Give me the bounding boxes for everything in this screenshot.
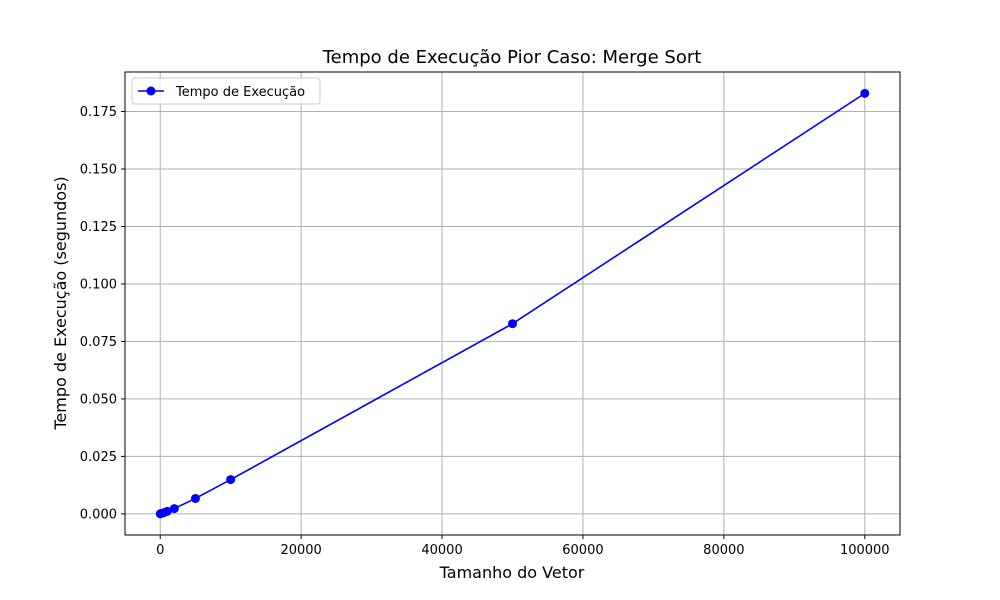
y-tick-label: 0.125	[80, 220, 117, 235]
y-tick-label: 0.075	[80, 335, 117, 350]
data-point	[508, 319, 517, 329]
series-layer	[155, 88, 870, 519]
legend-marker-icon	[146, 86, 156, 96]
x-tick-label: 40000	[421, 543, 462, 558]
x-tick-label: 0	[156, 543, 164, 558]
legend-label: Tempo de Execução	[175, 85, 305, 100]
x-tick-label: 60000	[562, 543, 603, 558]
y-tick-label: 0.025	[80, 450, 117, 465]
data-point	[162, 506, 172, 516]
y-tick-label: 0.050	[80, 392, 117, 407]
legend: Tempo de Execução	[131, 77, 321, 105]
y-tick-label: 0.000	[80, 507, 117, 522]
y-tick-label: 0.175	[80, 105, 117, 120]
data-point	[860, 88, 870, 98]
y-axis-label: Tempo de Execução (segundos)	[51, 176, 70, 430]
y-axis-ticks: 0.000 0.025 0.050 0.075 0.100 0.125 0.150 0.175	[80, 105, 125, 522]
plot-frame	[124, 71, 901, 536]
data-point	[226, 475, 236, 485]
chart-title: Tempo de Execução Pior Caso: Merge Sort	[322, 47, 702, 68]
y-tick-label: 0.100	[80, 277, 117, 292]
x-tick-label: 100000	[840, 543, 890, 558]
x-tick-label: 20000	[280, 543, 321, 558]
grid	[125, 72, 900, 535]
data-point	[190, 493, 200, 503]
x-axis-ticks: 0 20000 40000 60000 80000 100000	[156, 535, 890, 558]
x-axis-label: Tamanho do Vetor	[439, 563, 585, 582]
y-tick-label: 0.150	[80, 163, 117, 178]
data-point	[169, 504, 179, 514]
x-tick-label: 80000	[703, 543, 744, 558]
legend-box	[131, 77, 321, 105]
